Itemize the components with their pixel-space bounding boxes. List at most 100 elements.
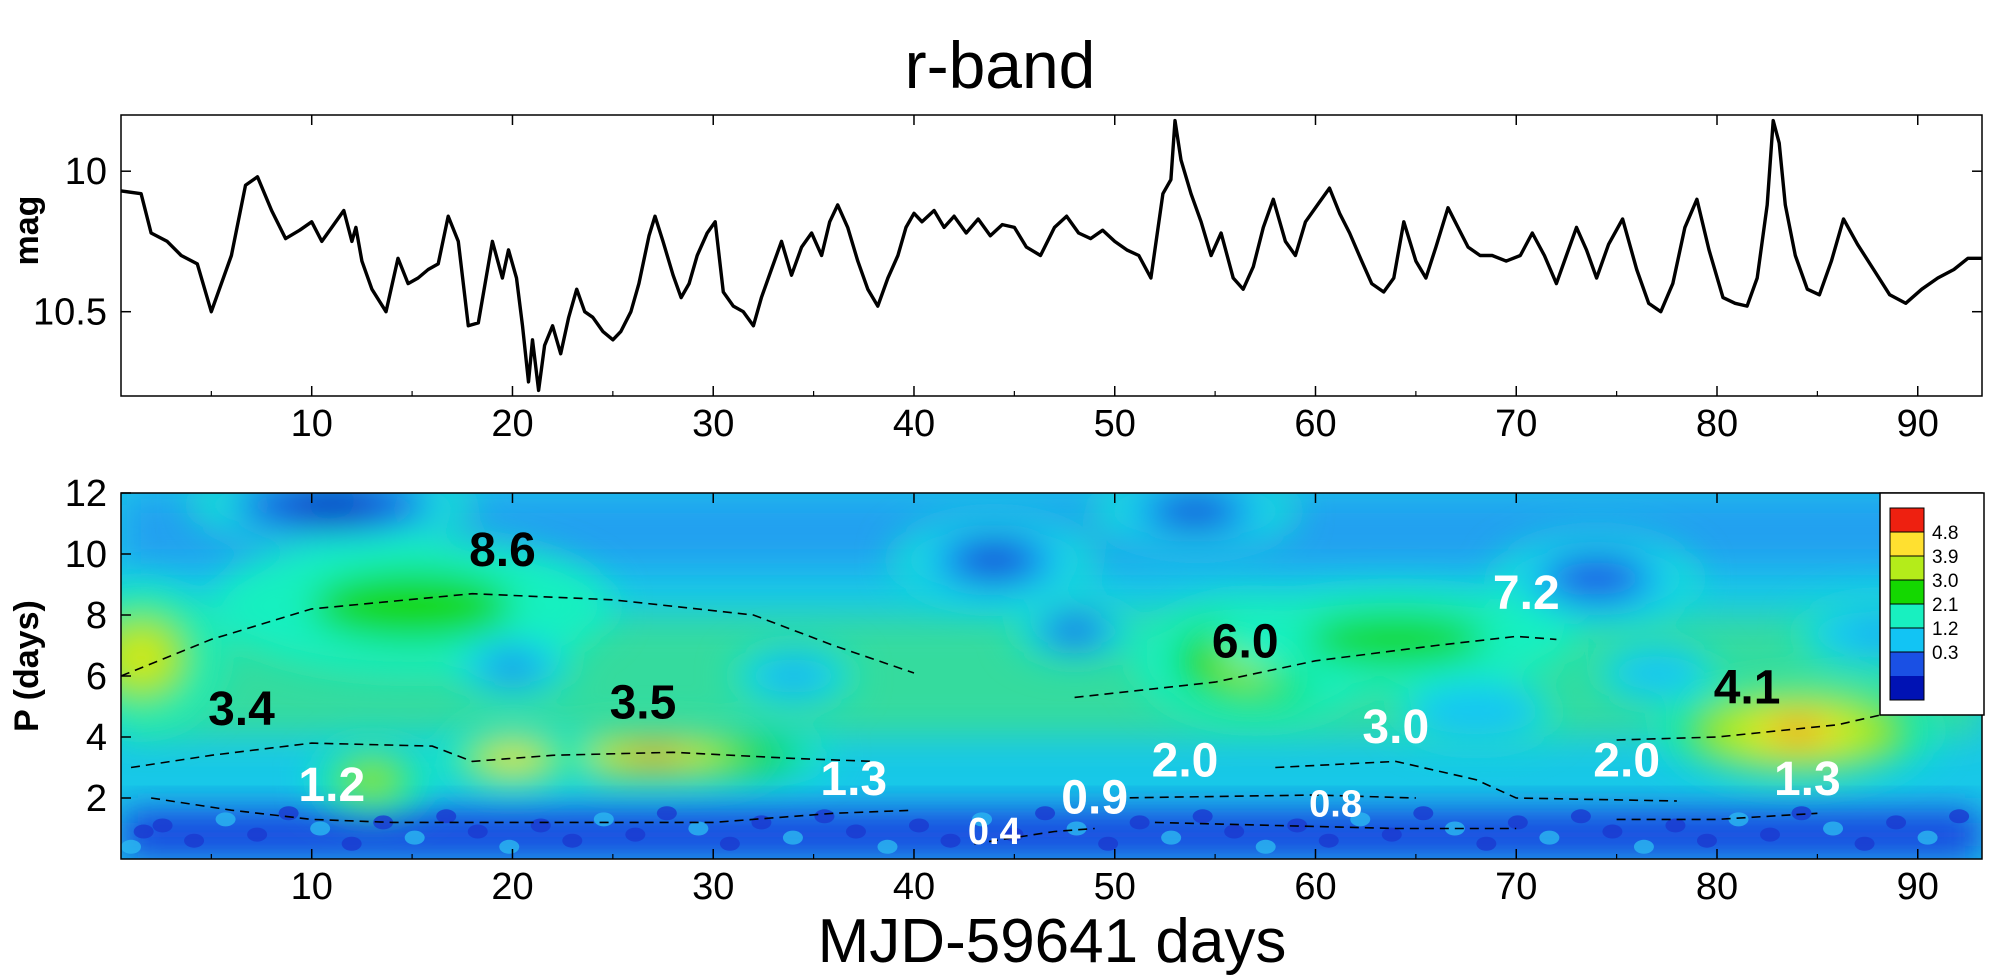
heatmap-speckle [593, 812, 614, 827]
heatmap-speckle [845, 824, 866, 839]
heatmap-blob [1646, 666, 1667, 679]
top-xtick-label: 70 [1495, 403, 1537, 445]
bottom-xtick-label: 40 [893, 866, 935, 908]
heatmap-speckle [877, 839, 898, 854]
ridge-line [1154, 821, 1517, 830]
bottom-ytick-label: 2 [86, 778, 107, 820]
colorbar-swatch [1890, 628, 1924, 653]
colorbar-swatch [1890, 532, 1924, 557]
heatmap-blob [1178, 504, 1212, 518]
heatmap-speckle [1476, 836, 1497, 851]
heatmap-blob [783, 670, 804, 682]
period-annotation: 4.1 [1714, 661, 1781, 714]
heatmap-speckle [656, 806, 677, 821]
heatmap-speckle [719, 836, 740, 851]
heatmap-speckle [152, 818, 173, 833]
top-xtick-label: 10 [291, 403, 333, 445]
bottom-xtick-label: 50 [1094, 866, 1136, 908]
heatmap-speckle [782, 830, 803, 845]
heatmap-speckle [1760, 827, 1781, 842]
light-curve-line [121, 118, 1982, 393]
heatmap-speckle [530, 818, 551, 833]
heatmap-blob [1579, 571, 1614, 586]
heatmap-speckle [940, 833, 961, 848]
heatmap-blob [127, 645, 155, 670]
heatmap-speckle [1224, 824, 1245, 839]
heatmap-speckle [1886, 815, 1907, 830]
heatmap-blob [502, 660, 523, 673]
heatmap-blob [308, 498, 356, 512]
heatmap-speckle [278, 806, 299, 821]
period-annotation: 1.3 [820, 753, 887, 806]
period-annotation: 1.2 [298, 759, 365, 812]
period-annotation: 1.3 [1774, 753, 1841, 806]
heatmap-speckle [1035, 806, 1056, 821]
heatmap-speckle [1161, 830, 1182, 845]
heatmap-speckle [1255, 839, 1276, 854]
heatmap-blob [378, 594, 446, 618]
heatmap-speckle [1728, 812, 1749, 827]
colorbar-swatch [1890, 556, 1924, 581]
period-annotation: 6.0 [1212, 616, 1279, 669]
heatmap-blob [977, 552, 1012, 568]
heatmap-speckle [1318, 833, 1339, 848]
heatmap-speckle [1539, 830, 1560, 845]
bottom-xtick-label: 80 [1696, 866, 1738, 908]
colorbar-swatch [1890, 604, 1924, 629]
period-annotation: 3.0 [1362, 701, 1429, 754]
heatmap-speckle [688, 821, 709, 836]
period-annotation: 2.0 [1152, 735, 1219, 788]
period-annotation: 0.9 [1061, 771, 1128, 824]
heatmap-speckle [1381, 827, 1402, 842]
heatmap-blob [1462, 706, 1490, 719]
bottom-xtick-label: 30 [692, 866, 734, 908]
heatmap-speckle [133, 824, 154, 839]
heatmap-speckle [909, 818, 930, 833]
bottom-xtick-label: 60 [1294, 866, 1336, 908]
heatmap-blob [1064, 624, 1085, 637]
top-xtick-label: 30 [692, 403, 734, 445]
period-annotation: 8.6 [469, 524, 536, 577]
bottom-ytick-label: 4 [86, 717, 107, 759]
colorbar-label: 3.9 [1932, 547, 1958, 568]
heatmap-speckle [1917, 830, 1938, 845]
ridge-line [1275, 760, 1677, 802]
top-xtick-label: 90 [1897, 403, 1939, 445]
ridge-line [150, 797, 915, 824]
heatmap-blob [1365, 631, 1426, 648]
heatmap-speckle [1696, 833, 1717, 848]
ridge-line [1074, 635, 1557, 699]
heatmap-speckle [247, 827, 268, 842]
heatmap [121, 493, 1982, 859]
heatmap-speckle [1570, 809, 1591, 824]
heatmap-speckle [1854, 836, 1875, 851]
heatmap-blob [622, 749, 684, 762]
colorbar-label: 2.1 [1932, 595, 1958, 616]
bottom-xtick-label: 20 [491, 866, 533, 908]
period-annotation: 0.4 [968, 811, 1021, 853]
heatmap-speckle [1066, 821, 1087, 836]
heatmap-speckle [467, 824, 488, 839]
colorbar-swatch [1890, 508, 1924, 533]
chart-title: r-band [905, 28, 1096, 102]
period-annotation: 3.5 [610, 677, 677, 730]
top-y-axis-label: mag [8, 196, 46, 266]
ridge-line [1616, 812, 1818, 821]
bottom-y-axis-label: P (days) [8, 600, 46, 732]
heatmap-speckle [404, 830, 425, 845]
colorbar-swatch [1890, 652, 1924, 677]
heatmap-speckle [1823, 821, 1844, 836]
bottom-ytick-label: 10 [65, 534, 107, 576]
ridge-line [974, 827, 1095, 845]
heatmap-speckle [1602, 824, 1623, 839]
heatmap-speckle [436, 809, 457, 824]
heatmap-speckle [1633, 839, 1654, 854]
top-plot-frame [120, 114, 1983, 397]
ridge-line [1616, 705, 1918, 741]
heatmap-speckle [215, 812, 236, 827]
heatmap-speckle [1949, 809, 1970, 824]
heatmap-speckle [1350, 812, 1371, 827]
colorbar-label: 3.0 [1932, 571, 1958, 592]
period-annotation: 0.8 [1309, 783, 1362, 825]
